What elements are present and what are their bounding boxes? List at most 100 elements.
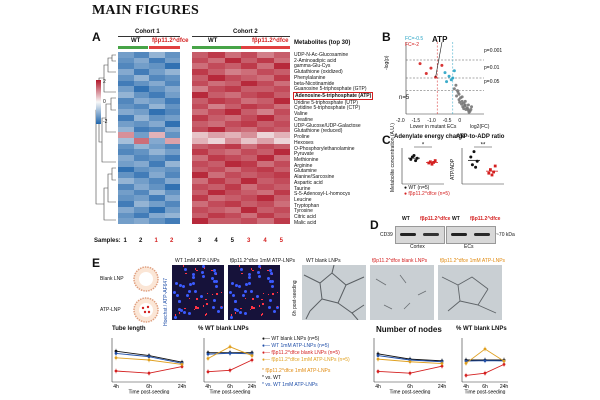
line-point: [376, 370, 380, 373]
metabolite-label: Citric acid: [294, 214, 316, 221]
heatmap-cell: [257, 92, 274, 99]
nucleus-dot: [256, 270, 260, 274]
heatmap-cell: [224, 97, 242, 104]
atp-adp-plot: **: [461, 143, 504, 185]
x-tick-label: 4h: [463, 384, 469, 390]
heatmap-cell: [257, 166, 274, 173]
nucleus-dot: [270, 279, 274, 283]
heatmap-cell: [192, 178, 209, 185]
nucleus-dot: [231, 294, 235, 298]
legend-label: WT 1mM ATP-LNPs (n=5): [271, 343, 330, 349]
heatmap-cell: [164, 166, 181, 173]
volcano-point: [463, 99, 467, 103]
atp-signal-dot: [261, 313, 264, 315]
heatmap-cell: [240, 103, 258, 110]
heatmap-cell: [133, 218, 150, 225]
atp-signal-dot: [204, 314, 207, 316]
sig-legend-entry: * vs. WT 1mM ATP-LNPs: [262, 382, 318, 388]
nucleus-dot: [211, 276, 215, 280]
heatmap-cell: [192, 183, 209, 190]
x-tick-label: 6h: [146, 384, 152, 390]
heatmap-cell: [273, 74, 291, 81]
line-point: [114, 356, 118, 360]
samples-label: Samples:: [94, 238, 121, 244]
nodes-title: Number of nodes: [376, 325, 442, 334]
nucleus-dot: [174, 281, 178, 285]
heatmap-cell: [164, 63, 181, 70]
nucleus-dot: [182, 285, 186, 289]
heatmap-cell: [257, 52, 274, 59]
atp-signal-dot: [211, 293, 214, 296]
legend-marker-icon: ●—: [262, 357, 272, 363]
heatmap-cell: [240, 120, 258, 127]
heatmap-cell: [240, 86, 258, 93]
heatmap-cell: [164, 160, 181, 167]
dot-plot-point: [430, 162, 434, 166]
heatmap-cell: [192, 97, 209, 104]
heatmap-cell: [224, 109, 242, 116]
heatmap-cell: [118, 178, 134, 185]
dot-plot-point: [470, 163, 474, 167]
heatmap-cell: [118, 155, 134, 162]
heatmap-cell: [257, 149, 274, 156]
heatmap-cell: [208, 178, 225, 185]
heatmap-cell: [192, 126, 209, 133]
heatmap-cell: [118, 143, 134, 150]
heatmap-cell: [164, 92, 181, 99]
volcano-x-label: log2(FC): [470, 124, 490, 130]
heatmap-cell: [257, 206, 274, 213]
heatmap-cell: [224, 172, 242, 179]
heatmap-cell: [133, 206, 150, 213]
p-label-0001: p=0.001: [484, 48, 503, 54]
heatmap-cell: [133, 52, 150, 59]
heatmap-cell: [164, 97, 181, 104]
heatmap-cell: [224, 206, 242, 213]
line-chart-legend: ●— WT blank LNPs (n=5) ●— WT 1mM ATP-LNPs…: [262, 336, 362, 364]
metabolite-label: Aspartic acid: [294, 179, 323, 186]
heatmap-cell: [240, 160, 258, 167]
heatmap-cell: [240, 201, 258, 208]
heatmap-cell: [133, 57, 150, 64]
cohort2-label: Cohort 2: [233, 29, 258, 35]
heatmap-cell: [164, 172, 181, 179]
metabolite-label: Leucine: [294, 196, 312, 203]
heatmap-cell: [240, 189, 258, 196]
atp-signal-dot: [196, 298, 198, 300]
atp-signal-dot: [261, 298, 263, 301]
metabolite-label: Tryptophan: [294, 202, 320, 209]
heatmap-cell: [164, 183, 181, 190]
sample-number: 2: [139, 238, 143, 244]
heatmap-cell: [192, 103, 209, 110]
heatmap-cell: [224, 74, 242, 81]
nucleus-dot: [183, 311, 187, 315]
metabolite-label: O-Phosphorylethanolamine: [294, 145, 355, 152]
heatmap-cell: [118, 212, 134, 219]
legend-marker-icon: ●—: [262, 336, 272, 342]
blot-ecs-wt: WT: [452, 216, 460, 222]
atp-signal-dot: [230, 314, 233, 316]
atp-lnp-icon: [133, 297, 159, 323]
blot-cortex: [395, 226, 445, 244]
metabolite-label: Creatine: [294, 116, 313, 123]
heatmap-cell: [192, 120, 209, 127]
heatmap-cell: [133, 97, 150, 104]
nucleus-dot: [255, 295, 259, 299]
cohort2-bracket: [192, 36, 290, 37]
heatmap-cell: [240, 74, 258, 81]
heatmap-cell: [273, 126, 291, 133]
heatmap-cell: [149, 86, 165, 93]
heatmap-cell: [208, 218, 225, 225]
heatmap-cell: [257, 69, 274, 76]
nucleus-dot: [239, 311, 243, 315]
heatmap: [118, 52, 291, 225]
metabolite-label: Taurine: [294, 185, 311, 192]
micro-vertical-label: Hoechst / ATP-AF647: [163, 278, 169, 326]
x-tick-label: 4h: [205, 384, 211, 390]
blot-ecs-ko: fβp11.2^dfce: [470, 216, 501, 222]
x-axis-label: Time post-seeding: [465, 390, 506, 395]
dot-plot-point: [412, 154, 416, 157]
heatmap-cell: [224, 189, 242, 196]
nucleus-dot: [212, 279, 216, 283]
